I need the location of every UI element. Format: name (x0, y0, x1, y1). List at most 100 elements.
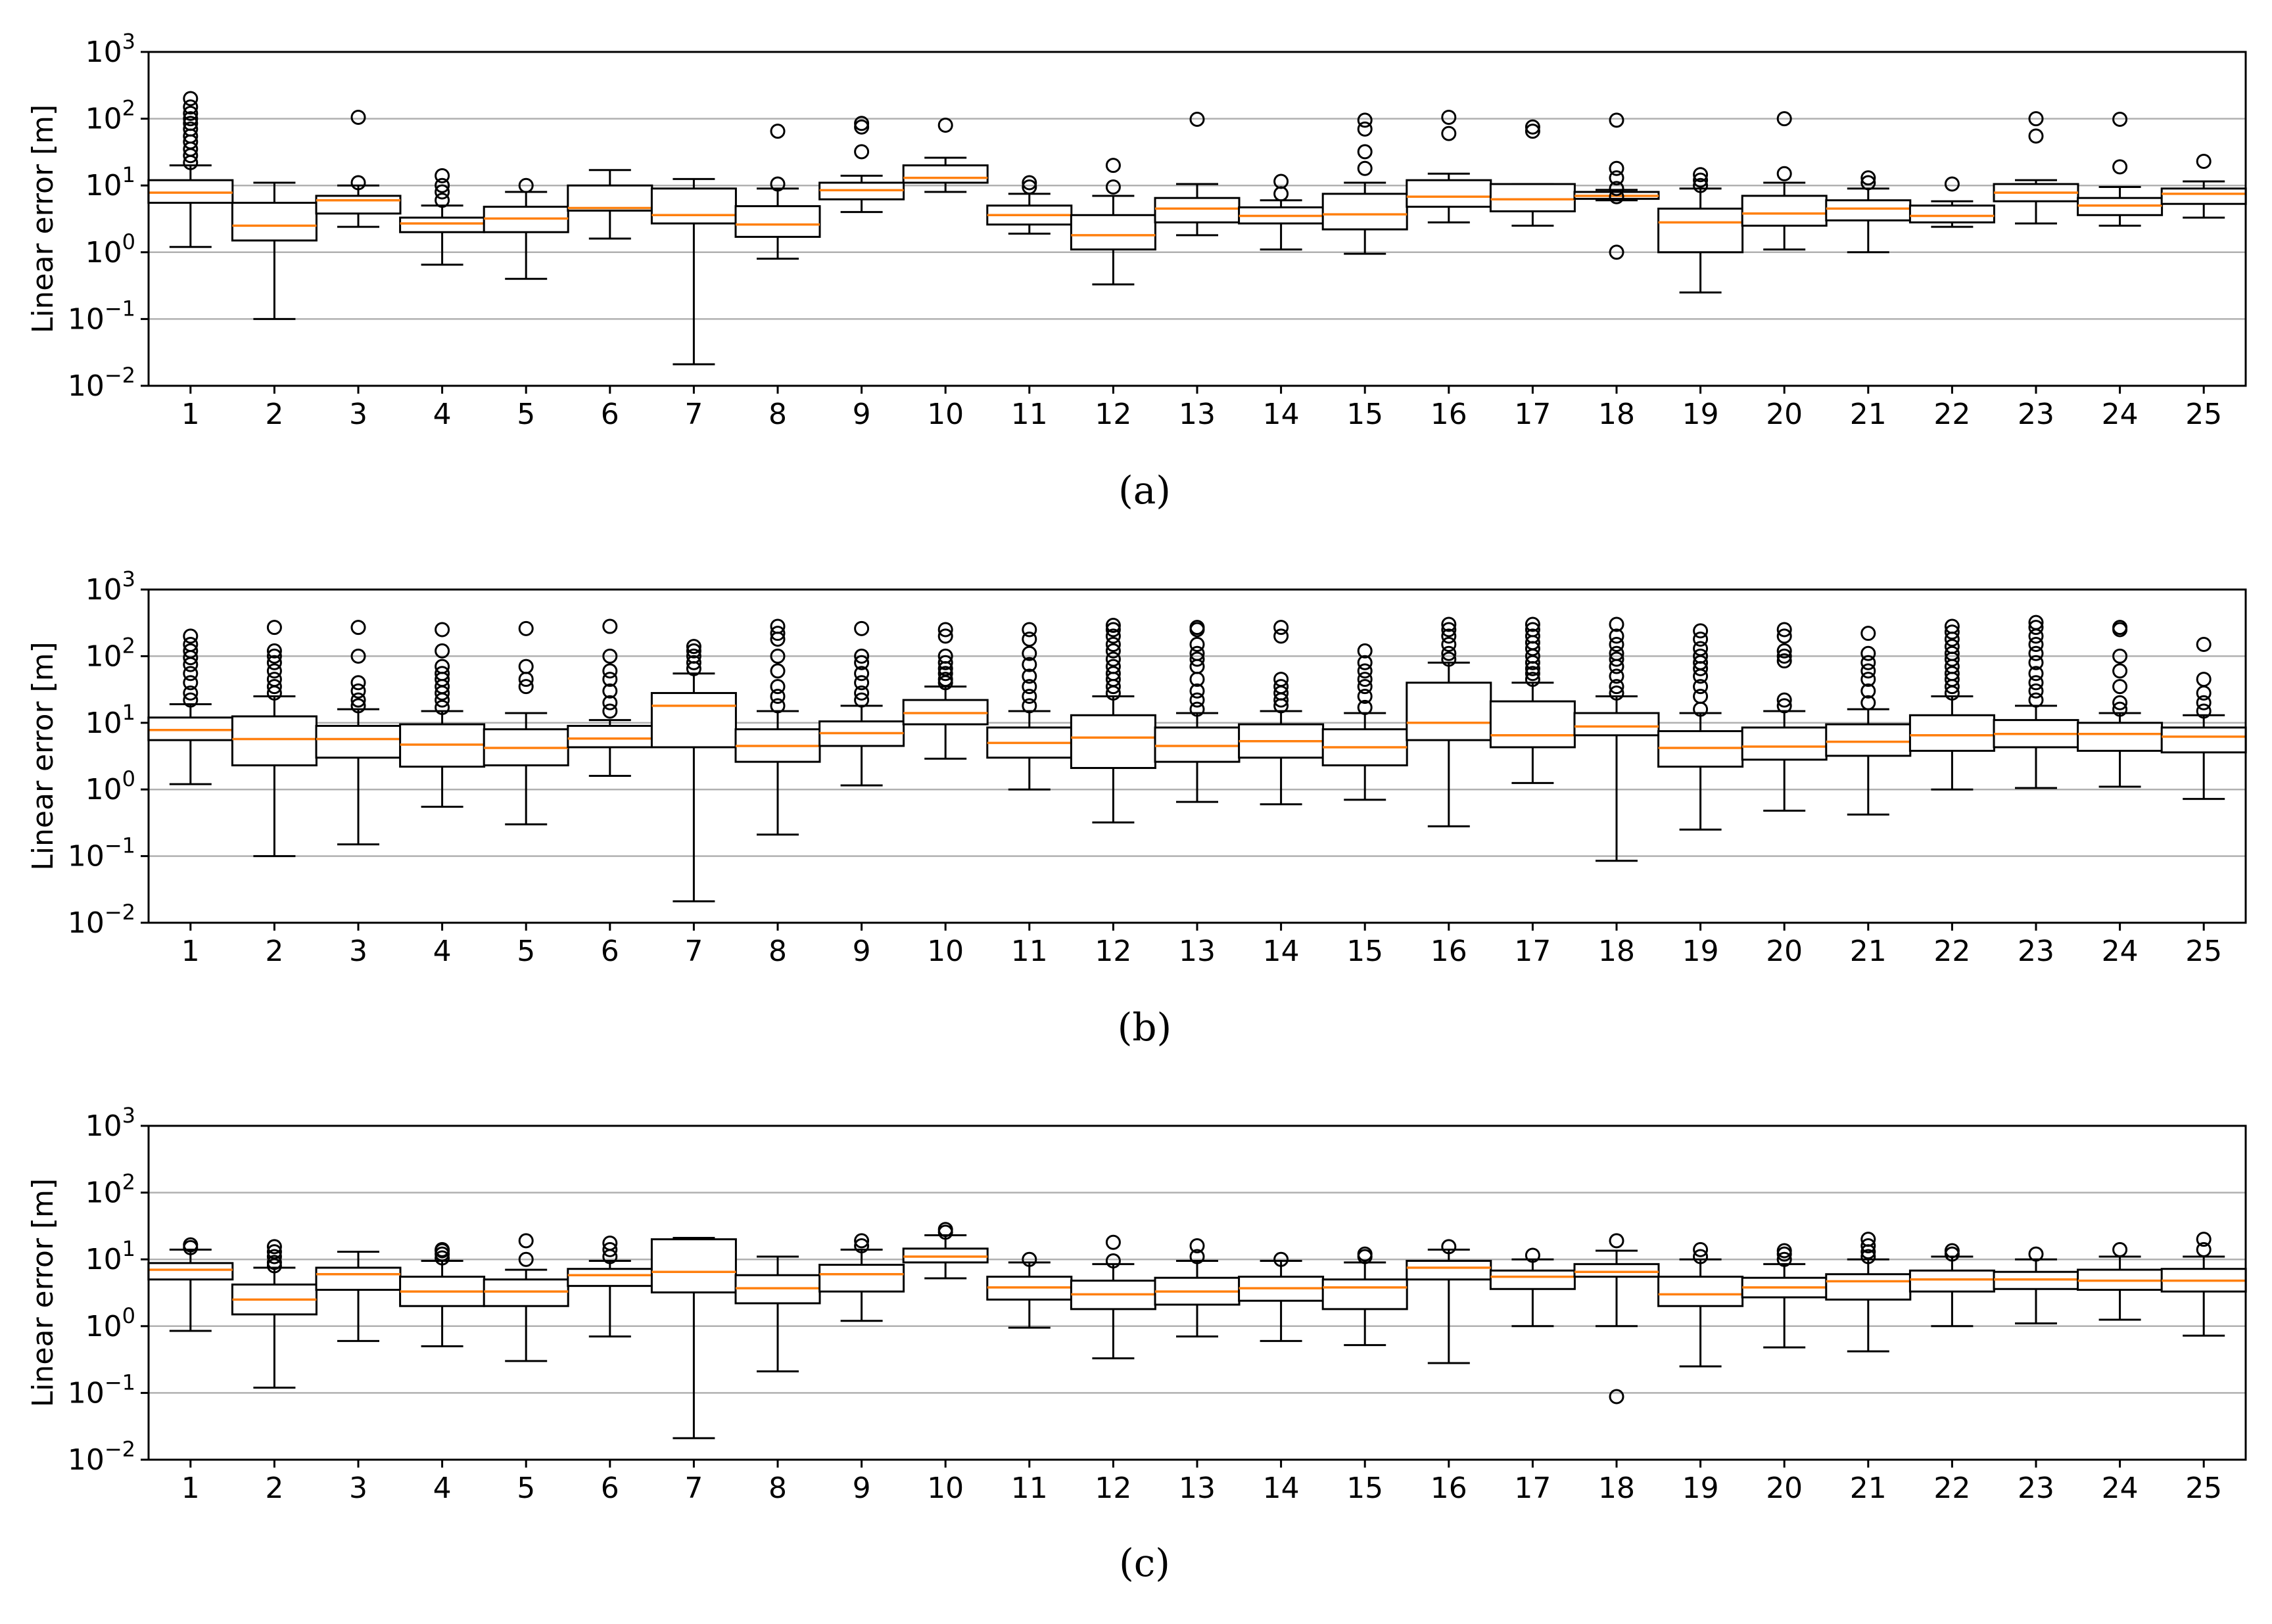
box-12 (1070, 1234, 1156, 1360)
x-tick-label: 21 (1850, 398, 1887, 431)
outlier-point (1860, 663, 1876, 679)
outlier-point (1944, 624, 1960, 640)
outlier-point (1776, 698, 1792, 714)
box-11 (986, 622, 1073, 791)
box-iqr (1573, 1263, 1660, 1278)
outlier-point (183, 1237, 199, 1253)
x-tick-label: 9 (853, 1472, 871, 1505)
outlier-point (937, 1222, 953, 1238)
outlier-point (2112, 663, 2128, 679)
box-iqr (147, 716, 234, 741)
box-17 (1489, 119, 1576, 227)
x-tick-label: 24 (2102, 398, 2139, 431)
y-tick-label: 101 (85, 1236, 135, 1276)
box-iqr (1321, 193, 1408, 231)
outlier-point (1860, 1238, 1876, 1253)
y-tick-label: 101 (85, 700, 135, 740)
x-tick-label: 18 (1598, 398, 1635, 431)
outlier-point (1105, 179, 1121, 195)
x-tick-label: 16 (1431, 1472, 1467, 1505)
outlier-point (435, 1250, 450, 1266)
outlier-point (686, 643, 701, 659)
outlier-point (435, 643, 450, 659)
outlier-point (1357, 672, 1373, 687)
outlier-point (435, 666, 450, 682)
outlier-point (1776, 648, 1792, 664)
outlier-point (1860, 683, 1876, 699)
outlier-point (1944, 618, 1960, 634)
box-iqr (1321, 1278, 1408, 1311)
panel-caption: (b) (1118, 1005, 1172, 1050)
box-7 (650, 1236, 737, 1439)
box-3 (315, 620, 402, 846)
outlier-point (518, 679, 534, 695)
outlier-point (1022, 175, 1037, 191)
outlier-point (1944, 666, 1960, 682)
outlier-point (1105, 666, 1121, 682)
box-19 (1657, 167, 1744, 294)
outlier-point (266, 1249, 282, 1264)
outlier-point (1860, 1232, 1876, 1247)
outlier-point (1105, 622, 1121, 638)
outlier-point (183, 91, 199, 106)
outlier-point (1525, 622, 1540, 638)
outlier-point (2196, 1232, 2212, 1247)
outlier-point (2028, 620, 2044, 636)
box-13 (1154, 620, 1241, 803)
x-tick-label: 23 (2018, 398, 2054, 431)
outlier-point (2028, 666, 2044, 682)
outlier-point (1022, 179, 1037, 195)
y-tick-label: 10−1 (68, 1370, 135, 1410)
outlier-point (2196, 1241, 2212, 1257)
x-tick-label: 8 (769, 1472, 787, 1505)
outlier-point (1609, 1233, 1624, 1249)
box-iqr (818, 1263, 905, 1293)
outlier-point (1105, 659, 1121, 674)
x-tick-label: 19 (1682, 398, 1719, 431)
box-iqr (1406, 682, 1492, 741)
outlier-point (686, 648, 701, 664)
outlier-point (2112, 679, 2128, 695)
outlier-point (1609, 181, 1624, 197)
outlier-point (350, 692, 366, 708)
box-iqr (147, 1262, 234, 1281)
outlier-point (1693, 1249, 1709, 1264)
box-iqr (231, 202, 318, 242)
box-iqr (1825, 723, 1912, 757)
outlier-point (1441, 645, 1457, 661)
x-tick-label: 5 (517, 1472, 535, 1505)
box-21 (1825, 170, 1912, 254)
x-tick-label: 7 (684, 398, 703, 431)
x-tick-label: 24 (2102, 935, 2139, 968)
box-iqr (1741, 726, 1828, 761)
box-13 (1154, 111, 1241, 237)
outlier-point (183, 106, 199, 122)
y-axis-label: Linear error [m] (26, 1178, 60, 1407)
y-tick-label: 102 (85, 1170, 135, 1210)
outlier-point (2028, 683, 2044, 699)
outlier-point (2196, 703, 2212, 719)
outlier-point (1105, 643, 1121, 659)
outlier-point (2028, 128, 2044, 144)
outlier-point (518, 1251, 534, 1267)
box-15 (1321, 643, 1408, 801)
outlier-point (183, 643, 199, 659)
box-14 (1238, 620, 1325, 806)
x-tick-label: 13 (1179, 398, 1216, 431)
x-tick-label: 23 (2018, 935, 2054, 968)
box-11 (986, 1251, 1073, 1329)
x-tick-label: 21 (1850, 935, 1887, 968)
outlier-point (1189, 620, 1205, 636)
outlier-point (1525, 119, 1540, 135)
x-tick-label: 15 (1346, 398, 1383, 431)
y-tick-label: 100 (85, 766, 135, 806)
box-8 (734, 124, 821, 260)
outlier-point (1944, 176, 1960, 192)
outlier-point (350, 698, 366, 714)
box-2 (231, 1239, 318, 1389)
box-5 (483, 1233, 569, 1362)
box-iqr (2160, 726, 2247, 754)
box-19 (1657, 623, 1744, 831)
x-tick-label: 1 (181, 398, 200, 431)
